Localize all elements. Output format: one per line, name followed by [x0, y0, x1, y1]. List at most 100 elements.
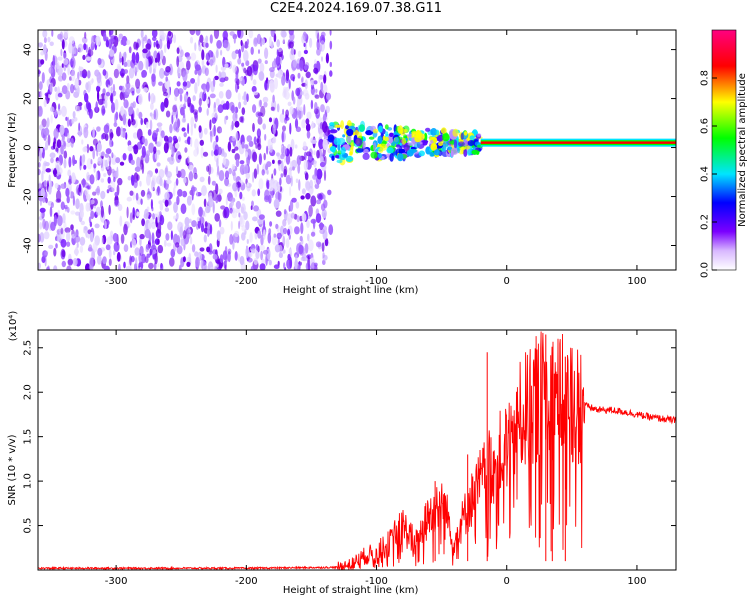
noise-blob: [292, 166, 295, 171]
noise-blob: [96, 85, 101, 93]
noise-blob: [319, 133, 324, 138]
noise-blob: [180, 238, 185, 247]
noise-blob: [85, 56, 92, 61]
noise-blob: [102, 256, 107, 265]
noise-blob: [38, 168, 41, 176]
noise-blob: [39, 222, 43, 230]
noise-blob: [295, 254, 298, 263]
noise-blob: [310, 218, 317, 224]
noise-blob: [55, 198, 62, 203]
noise-blob: [125, 81, 131, 90]
noise-blob: [280, 173, 284, 178]
noise-blob: [268, 179, 274, 192]
noise-blob: [296, 215, 300, 223]
noise-blob: [327, 189, 332, 196]
transition-blob: [384, 124, 389, 130]
noise-blob: [237, 58, 242, 65]
noise-blob: [305, 243, 309, 254]
noise-blob: [267, 79, 270, 85]
noise-blob: [204, 221, 208, 228]
noise-blob: [220, 71, 227, 80]
noise-blob: [176, 47, 180, 54]
noise-blob: [289, 122, 292, 135]
noise-blob: [188, 171, 194, 182]
noise-blob: [43, 37, 47, 44]
noise-blob: [273, 198, 280, 209]
noise-blob: [235, 49, 240, 54]
noise-blob: [138, 93, 143, 105]
noise-blob: [153, 109, 157, 120]
noise-blob: [139, 180, 142, 187]
noise-blob: [60, 201, 65, 210]
noise-blob: [102, 88, 106, 95]
noise-blob: [199, 176, 205, 183]
noise-blob: [126, 196, 132, 202]
transition-blob: [362, 152, 370, 160]
noise-blob: [52, 109, 58, 116]
noise-blob: [116, 126, 121, 137]
noise-blob: [300, 222, 304, 235]
colorbar-gradient: [711, 29, 737, 271]
noise-blob: [323, 74, 327, 84]
transition-blob: [452, 128, 459, 137]
noise-blob: [82, 54, 86, 61]
noise-blob: [120, 126, 124, 138]
noise-blob: [181, 117, 187, 123]
transition-blob: [467, 149, 472, 156]
noise-blob: [57, 92, 63, 98]
transition-blob: [463, 148, 468, 157]
noise-blob: [118, 33, 124, 39]
noise-blob: [284, 267, 287, 270]
noise-blob: [173, 34, 177, 44]
noise-blob: [209, 93, 216, 99]
noise-blob: [151, 232, 155, 244]
noise-blob: [303, 49, 308, 55]
transition-blob: [385, 131, 389, 137]
noise-blob: [156, 186, 160, 193]
noise-blob: [61, 39, 65, 50]
noise-blob: [66, 241, 71, 247]
noise-blob: [117, 65, 122, 72]
noise-blob: [147, 129, 152, 136]
bottom-xtick-label: -200: [235, 576, 258, 587]
transition-blob: [397, 153, 404, 162]
noise-blob: [212, 249, 218, 255]
transition-blob: [430, 127, 438, 136]
transition-blob: [336, 159, 343, 164]
noise-blob: [241, 78, 245, 86]
noise-blob: [166, 39, 171, 50]
noise-blob: [70, 58, 74, 66]
noise-blob: [267, 232, 272, 244]
noise-blob: [113, 241, 120, 252]
noise-blob: [156, 175, 162, 185]
noise-blob: [80, 220, 86, 226]
transition-blob: [407, 133, 413, 139]
noise-blob: [146, 174, 151, 186]
noise-blob: [179, 93, 183, 102]
noise-blob: [105, 244, 111, 251]
noise-blob: [201, 59, 205, 67]
transition-blob: [365, 130, 373, 136]
noise-blob: [219, 77, 226, 83]
noise-blob: [141, 253, 146, 264]
noise-blob: [321, 84, 328, 95]
noise-blob: [297, 163, 301, 174]
bottom-ytick-label: 2.5: [23, 340, 34, 356]
noise-blob: [117, 177, 123, 186]
noise-blob: [66, 231, 71, 242]
transition-blob: [372, 128, 379, 134]
noise-blob: [156, 43, 160, 49]
transition-blob: [335, 124, 341, 128]
noise-blob: [152, 68, 156, 75]
noise-blob: [96, 126, 101, 132]
noise-blob: [308, 204, 313, 217]
noise-blob: [159, 67, 165, 79]
noise-blob: [105, 91, 111, 97]
noise-blob: [255, 250, 260, 260]
transition-blob: [467, 140, 475, 146]
noise-blob: [67, 258, 74, 266]
noise-blob: [49, 206, 53, 218]
noise-blob: [38, 70, 41, 75]
noise-blob: [276, 103, 280, 113]
noise-blob: [81, 154, 85, 166]
